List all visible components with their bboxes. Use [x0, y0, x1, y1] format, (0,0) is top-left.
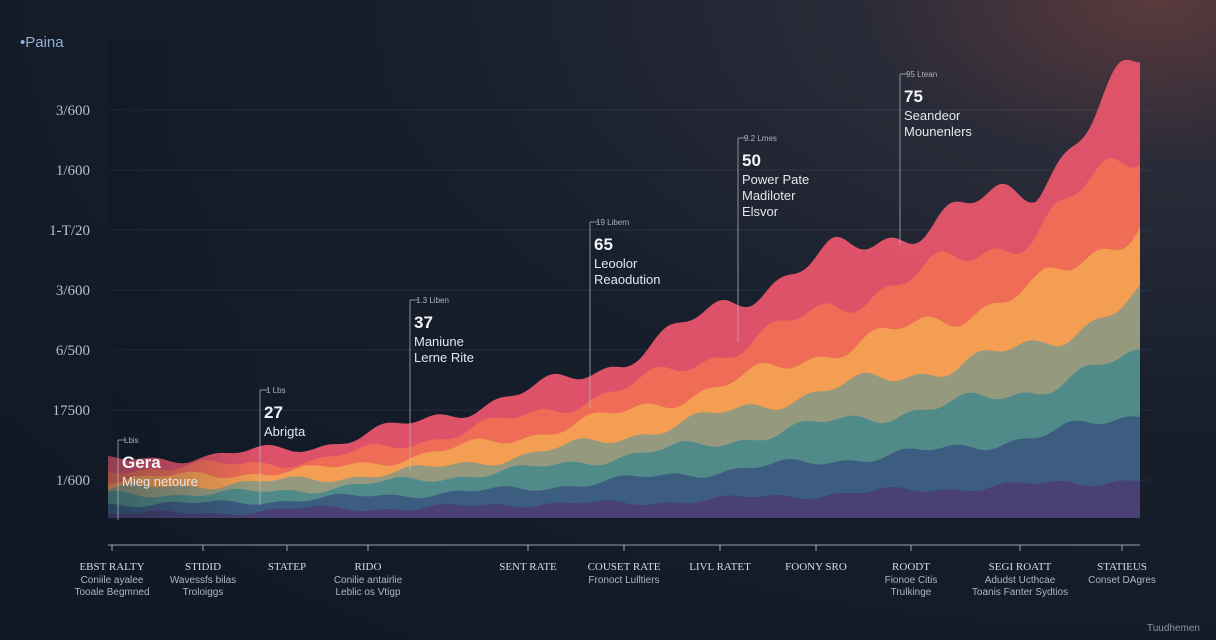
x-category-sublabel: Fronoct Lulltiers: [588, 575, 659, 586]
annotation-small-label: 19 Libern: [596, 218, 629, 227]
annotation-small-label: Lbis: [124, 436, 139, 445]
annotation-value: 27: [264, 403, 283, 422]
annotation-small-label: 1.3 Liben: [416, 296, 449, 305]
x-category-sublabel: Tooale Begmned: [74, 587, 149, 598]
annotations: Lbis Gera Mieg netoure 1 Lbs 27 Abrigta 1.3 Li…: [117, 70, 972, 520]
y-tick-label: 17500: [53, 403, 91, 419]
annotation-value: 75: [904, 87, 923, 106]
annotation-value: 37: [414, 313, 433, 332]
x-category-label: COUSET RATE: [588, 561, 661, 573]
annotation-text: Lerne Rite: [414, 350, 474, 365]
y-tick-label: 3/600: [56, 103, 90, 119]
y-axis: 3/600 1/600 1-T/20 3/600 6/500 17500 1/600: [49, 103, 90, 489]
x-category-sublabel: Toanis Fanter Sydtios: [972, 587, 1068, 598]
annotation-text: Abrigta: [264, 424, 306, 439]
annotation-value: Gera: [122, 453, 161, 472]
annotation-small-label: 1 Lbs: [266, 386, 286, 395]
footer-label: Tuudhemen: [1147, 623, 1200, 634]
x-category-label: SEGI ROATT: [989, 561, 1052, 573]
x-category-label: STATEP: [268, 561, 306, 573]
annotation-text: Power Pate: [742, 172, 809, 187]
annotation-text: Mounenlers: [904, 124, 972, 139]
area-series: [108, 40, 1140, 518]
y-tick-label: 1/600: [56, 163, 90, 179]
x-category-label: STIDID: [185, 561, 221, 573]
x-category-label: ROODT: [892, 561, 930, 573]
brand-label: •Paina: [20, 34, 64, 51]
annotation-text: Elsvor: [742, 204, 779, 219]
y-tick-label: 1-T/20: [49, 223, 90, 239]
y-tick-label: 1/600: [56, 473, 90, 489]
annotation-value: 50: [742, 151, 761, 170]
annotation-small-label: 9.2 Lmes: [744, 134, 777, 143]
area-fade: [108, 40, 1140, 518]
x-category-sublabel: Trulkinge: [891, 587, 932, 598]
x-category-label: EBST RALTY: [79, 561, 144, 573]
x-category-sublabel: Wavessfs bilas: [170, 575, 236, 586]
y-tick-label: 6/500: [56, 343, 90, 359]
x-category-sublabel: Adudst Ucthcae: [985, 575, 1056, 586]
y-tick-label: 3/600: [56, 283, 90, 299]
x-category-label: FOONY SRO: [785, 561, 847, 573]
annotation-small-label: 95 Ltean: [906, 70, 937, 79]
x-category-label: LIVL RATET: [689, 561, 751, 573]
annotation-value: 65: [594, 235, 613, 254]
x-category-label: SENT RATE: [499, 561, 557, 573]
annotation-text: Maniune: [414, 334, 464, 349]
annotation-text: Mieg netoure: [122, 474, 198, 489]
annotation-text: Madiloter: [742, 188, 796, 203]
x-category-sublabel: Leblic os Vtigp: [335, 587, 400, 598]
x-category-sublabel: Troloiggs: [183, 587, 224, 598]
x-category-sublabel: Conilie antairlie: [334, 575, 403, 586]
annotation-text: Seandeor: [904, 108, 961, 123]
x-category-label: STATIEUS: [1097, 561, 1147, 573]
annotation-text: Reaodution: [594, 272, 661, 287]
x-category-label: RIDO: [355, 561, 382, 573]
x-category-sublabel: Coniile ayalee: [81, 575, 144, 586]
x-category-sublabel: Fionoe Citis: [885, 575, 938, 586]
annotation-text: Leoolor: [594, 256, 638, 271]
x-category-sublabel: Conset DAgres: [1088, 575, 1156, 586]
